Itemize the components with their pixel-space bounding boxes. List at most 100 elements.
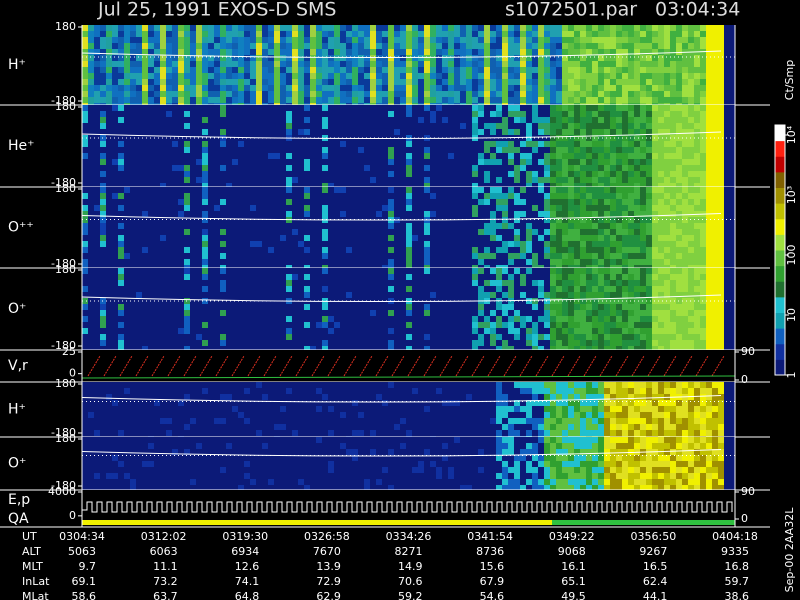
spectrogram-cell: [676, 187, 682, 193]
spectrogram-cell: [550, 340, 556, 346]
spectrogram-cell: [580, 328, 586, 334]
spectrogram-cell: [646, 199, 652, 205]
spectrogram-cell: [496, 37, 502, 43]
spectrogram-cell: [598, 67, 604, 73]
spectrogram-cell: [448, 79, 454, 85]
spectrogram-cell: [718, 111, 724, 117]
spectrogram-cell: [532, 229, 538, 235]
spectrogram-cell: [88, 91, 94, 97]
spectrogram-cell: [334, 103, 340, 105]
spectrogram-cell: [430, 79, 436, 85]
spectrogram-cell: [388, 247, 394, 253]
spectrogram-cell: [532, 97, 538, 103]
spectrogram-cell: [532, 418, 538, 424]
spectrogram-cell: [574, 394, 580, 400]
spectrogram-cell: [106, 61, 112, 67]
spectrogram-cell: [628, 129, 634, 135]
spectrogram-cell: [526, 334, 532, 340]
spectrogram-cell: [550, 328, 556, 334]
spectrogram-cell: [184, 424, 190, 430]
cell-value: 54.6: [480, 590, 505, 600]
spectrogram-cell: [190, 61, 196, 67]
spectrogram-cell: [82, 43, 88, 49]
spectrogram-cell: [358, 91, 364, 97]
spectrogram-cell: [496, 247, 502, 253]
spectrogram-cell: [712, 461, 718, 467]
spectrogram-cell: [262, 103, 268, 105]
spectrogram-cell: [514, 241, 520, 247]
spectrogram-cell: [274, 85, 280, 91]
spectrogram-cell: [712, 467, 718, 473]
spectrogram-cell: [628, 147, 634, 153]
spectrogram-cell: [286, 165, 292, 171]
spectrogram-cell: [694, 43, 700, 49]
spectrogram-cell: [304, 193, 310, 199]
spectrogram-cell: [250, 91, 256, 97]
spectrogram-cell: [688, 67, 694, 73]
spectrogram-cell: [622, 85, 628, 91]
spectrogram-cell: [478, 187, 484, 193]
spectrogram-cell: [220, 55, 226, 61]
spectrogram-cell: [616, 400, 622, 406]
spectrogram-cell: [418, 79, 424, 85]
spectrogram-cell: [568, 322, 574, 328]
spectrogram-cell: [424, 37, 430, 43]
spectrogram-cell: [640, 147, 646, 153]
spectrogram-cell: [622, 406, 628, 412]
spectrogram-cell: [670, 340, 676, 346]
spectrogram-cell: [274, 61, 280, 67]
spectrogram-cell: [556, 25, 562, 31]
spectrogram-cell: [658, 49, 664, 55]
cell-value: 58.6: [72, 590, 97, 600]
spectrogram-cell: [688, 31, 694, 37]
spectrogram-cell: [394, 25, 400, 31]
spectrogram-cell: [520, 37, 526, 43]
spectrogram-cell: [682, 388, 688, 394]
spectrogram-cell: [460, 73, 466, 79]
spectrogram-cell: [598, 286, 604, 292]
spectrogram-cell: [508, 406, 514, 412]
spectrogram-cell: [466, 55, 472, 61]
spectrogram-cell: [202, 37, 208, 43]
colorbar-segment: [775, 218, 785, 235]
spectrogram-cell: [682, 37, 688, 43]
spectrogram-cell: [556, 79, 562, 85]
spectrogram-cell: [220, 241, 226, 247]
spectrogram-cell: [544, 67, 550, 73]
spectrogram-cell: [664, 37, 670, 43]
spectrogram-cell: [310, 67, 316, 73]
spectrogram-cell: [598, 253, 604, 259]
spectrogram-cell: [694, 193, 700, 199]
spectrogram-cell: [706, 49, 712, 55]
spectrogram-cell: [352, 400, 358, 406]
spectrogram-cell: [664, 310, 670, 316]
spectrogram-cell: [604, 85, 610, 91]
spectrogram-cell: [616, 103, 622, 105]
spectrogram-cell: [586, 147, 592, 153]
spectrogram-cell: [682, 177, 688, 183]
spectrogram-cell: [586, 91, 592, 97]
y-tick-label: -180: [51, 426, 76, 439]
spectrogram-cell: [322, 49, 328, 55]
spectrogram-cell: [682, 334, 688, 340]
spectrogram-cell: [610, 229, 616, 235]
spectrogram-cell: [616, 424, 622, 430]
spectrogram-cell: [664, 147, 670, 153]
spectrogram-cell: [580, 85, 586, 91]
spectrogram-cell: [592, 316, 598, 322]
spectrogram-cell: [568, 223, 574, 229]
spectrogram-cell: [616, 153, 622, 159]
spectrogram-cell: [340, 49, 346, 55]
spectrogram-cell: [700, 147, 706, 153]
spectrogram-cell: [136, 31, 142, 37]
spectrogram-cell: [220, 253, 226, 259]
spectrogram-cell: [556, 129, 562, 135]
spectrogram-cell: [178, 97, 184, 103]
spectrogram-cell: [310, 25, 316, 31]
spectrogram-cell: [694, 73, 700, 79]
spectrogram-cell: [298, 129, 304, 135]
spectrogram-cell: [94, 73, 100, 79]
spectrogram-cell: [388, 85, 394, 91]
spectrogram-cell: [682, 406, 688, 412]
spectrogram-cell: [568, 43, 574, 49]
